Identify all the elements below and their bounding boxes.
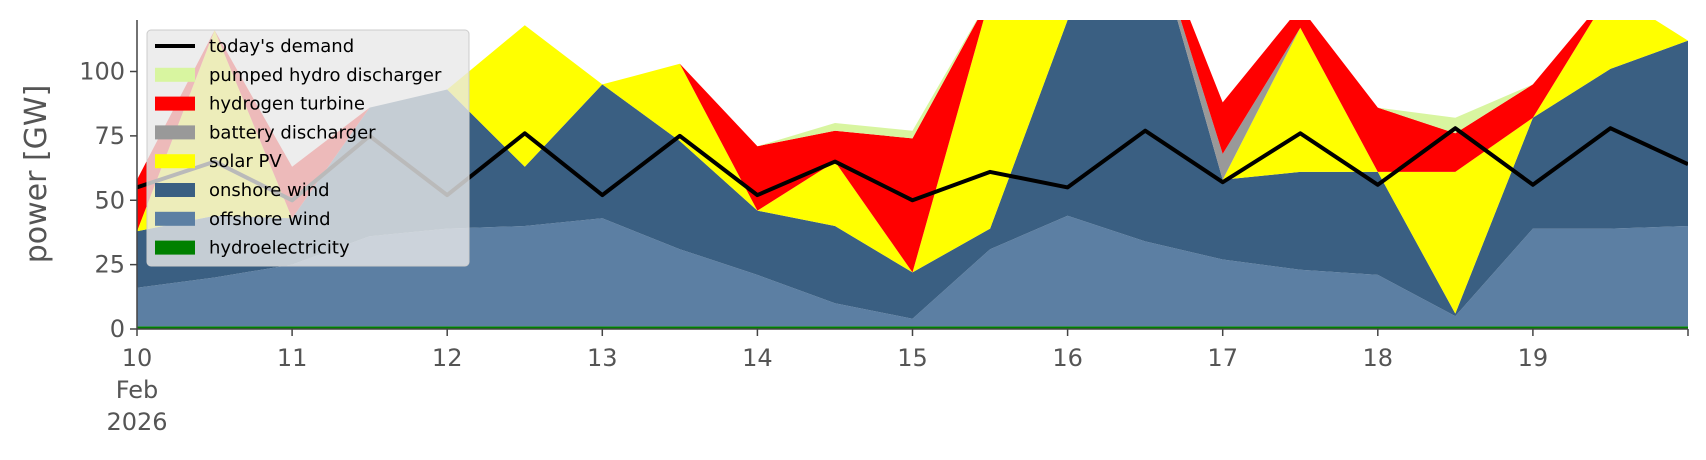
legend-swatch bbox=[155, 125, 195, 140]
x-tick-label: 16 bbox=[1052, 344, 1083, 372]
legend-swatch bbox=[155, 211, 195, 226]
y-axis-label: power [GW] bbox=[19, 85, 54, 264]
x-tick-label: 14 bbox=[742, 344, 773, 372]
legend-label: battery discharger bbox=[209, 122, 376, 143]
y-tick-label: 100 bbox=[79, 58, 125, 86]
x-tick-label: 2026 bbox=[106, 408, 167, 436]
legend-box bbox=[146, 29, 470, 267]
legend-swatch bbox=[155, 96, 195, 111]
area-offshore-wind bbox=[137, 215, 1688, 327]
legend-swatch bbox=[155, 67, 195, 82]
x-tick-label: 18 bbox=[1363, 344, 1394, 372]
legend-label: onshore wind bbox=[209, 180, 330, 201]
axes: 0 25 50 75 100 10 Feb 2026 11 12 13 14 15 16 17 18 19 bbox=[79, 20, 1689, 436]
y-tick-label: 0 bbox=[110, 315, 125, 343]
x-tick-label: 11 bbox=[277, 344, 308, 372]
legend-label: hydroelectricity bbox=[209, 238, 350, 259]
legend-label: pumped hydro discharger bbox=[209, 65, 442, 86]
legend-label: today's demand bbox=[209, 36, 354, 57]
legend-swatch bbox=[155, 154, 195, 169]
x-tick-label: 13 bbox=[587, 344, 618, 372]
y-tick-label: 50 bbox=[94, 186, 125, 214]
legend-label: hydrogen turbine bbox=[209, 94, 365, 115]
x-tick-label: 10 bbox=[122, 344, 153, 372]
x-tick-label: 17 bbox=[1207, 344, 1238, 372]
legend-swatch bbox=[155, 240, 195, 255]
y-tick-label: 75 bbox=[94, 122, 125, 150]
x-tick-label: 15 bbox=[897, 344, 928, 372]
x-tick-label: Feb bbox=[116, 376, 159, 404]
legend-label: solar PV bbox=[209, 151, 282, 172]
x-tick-label: 19 bbox=[1518, 344, 1549, 372]
area-solar-pv bbox=[137, 20, 1688, 314]
y-tick-label: 25 bbox=[94, 251, 125, 279]
legend: today's demand pumped hydro discharger hyd… bbox=[146, 29, 470, 267]
area-onshore-wind bbox=[137, 20, 1688, 319]
legend-swatch bbox=[155, 183, 195, 197]
x-tick-label: 12 bbox=[432, 344, 463, 372]
area-hydrogen-turbine bbox=[137, 20, 1688, 273]
legend-label: offshore wind bbox=[209, 209, 331, 230]
